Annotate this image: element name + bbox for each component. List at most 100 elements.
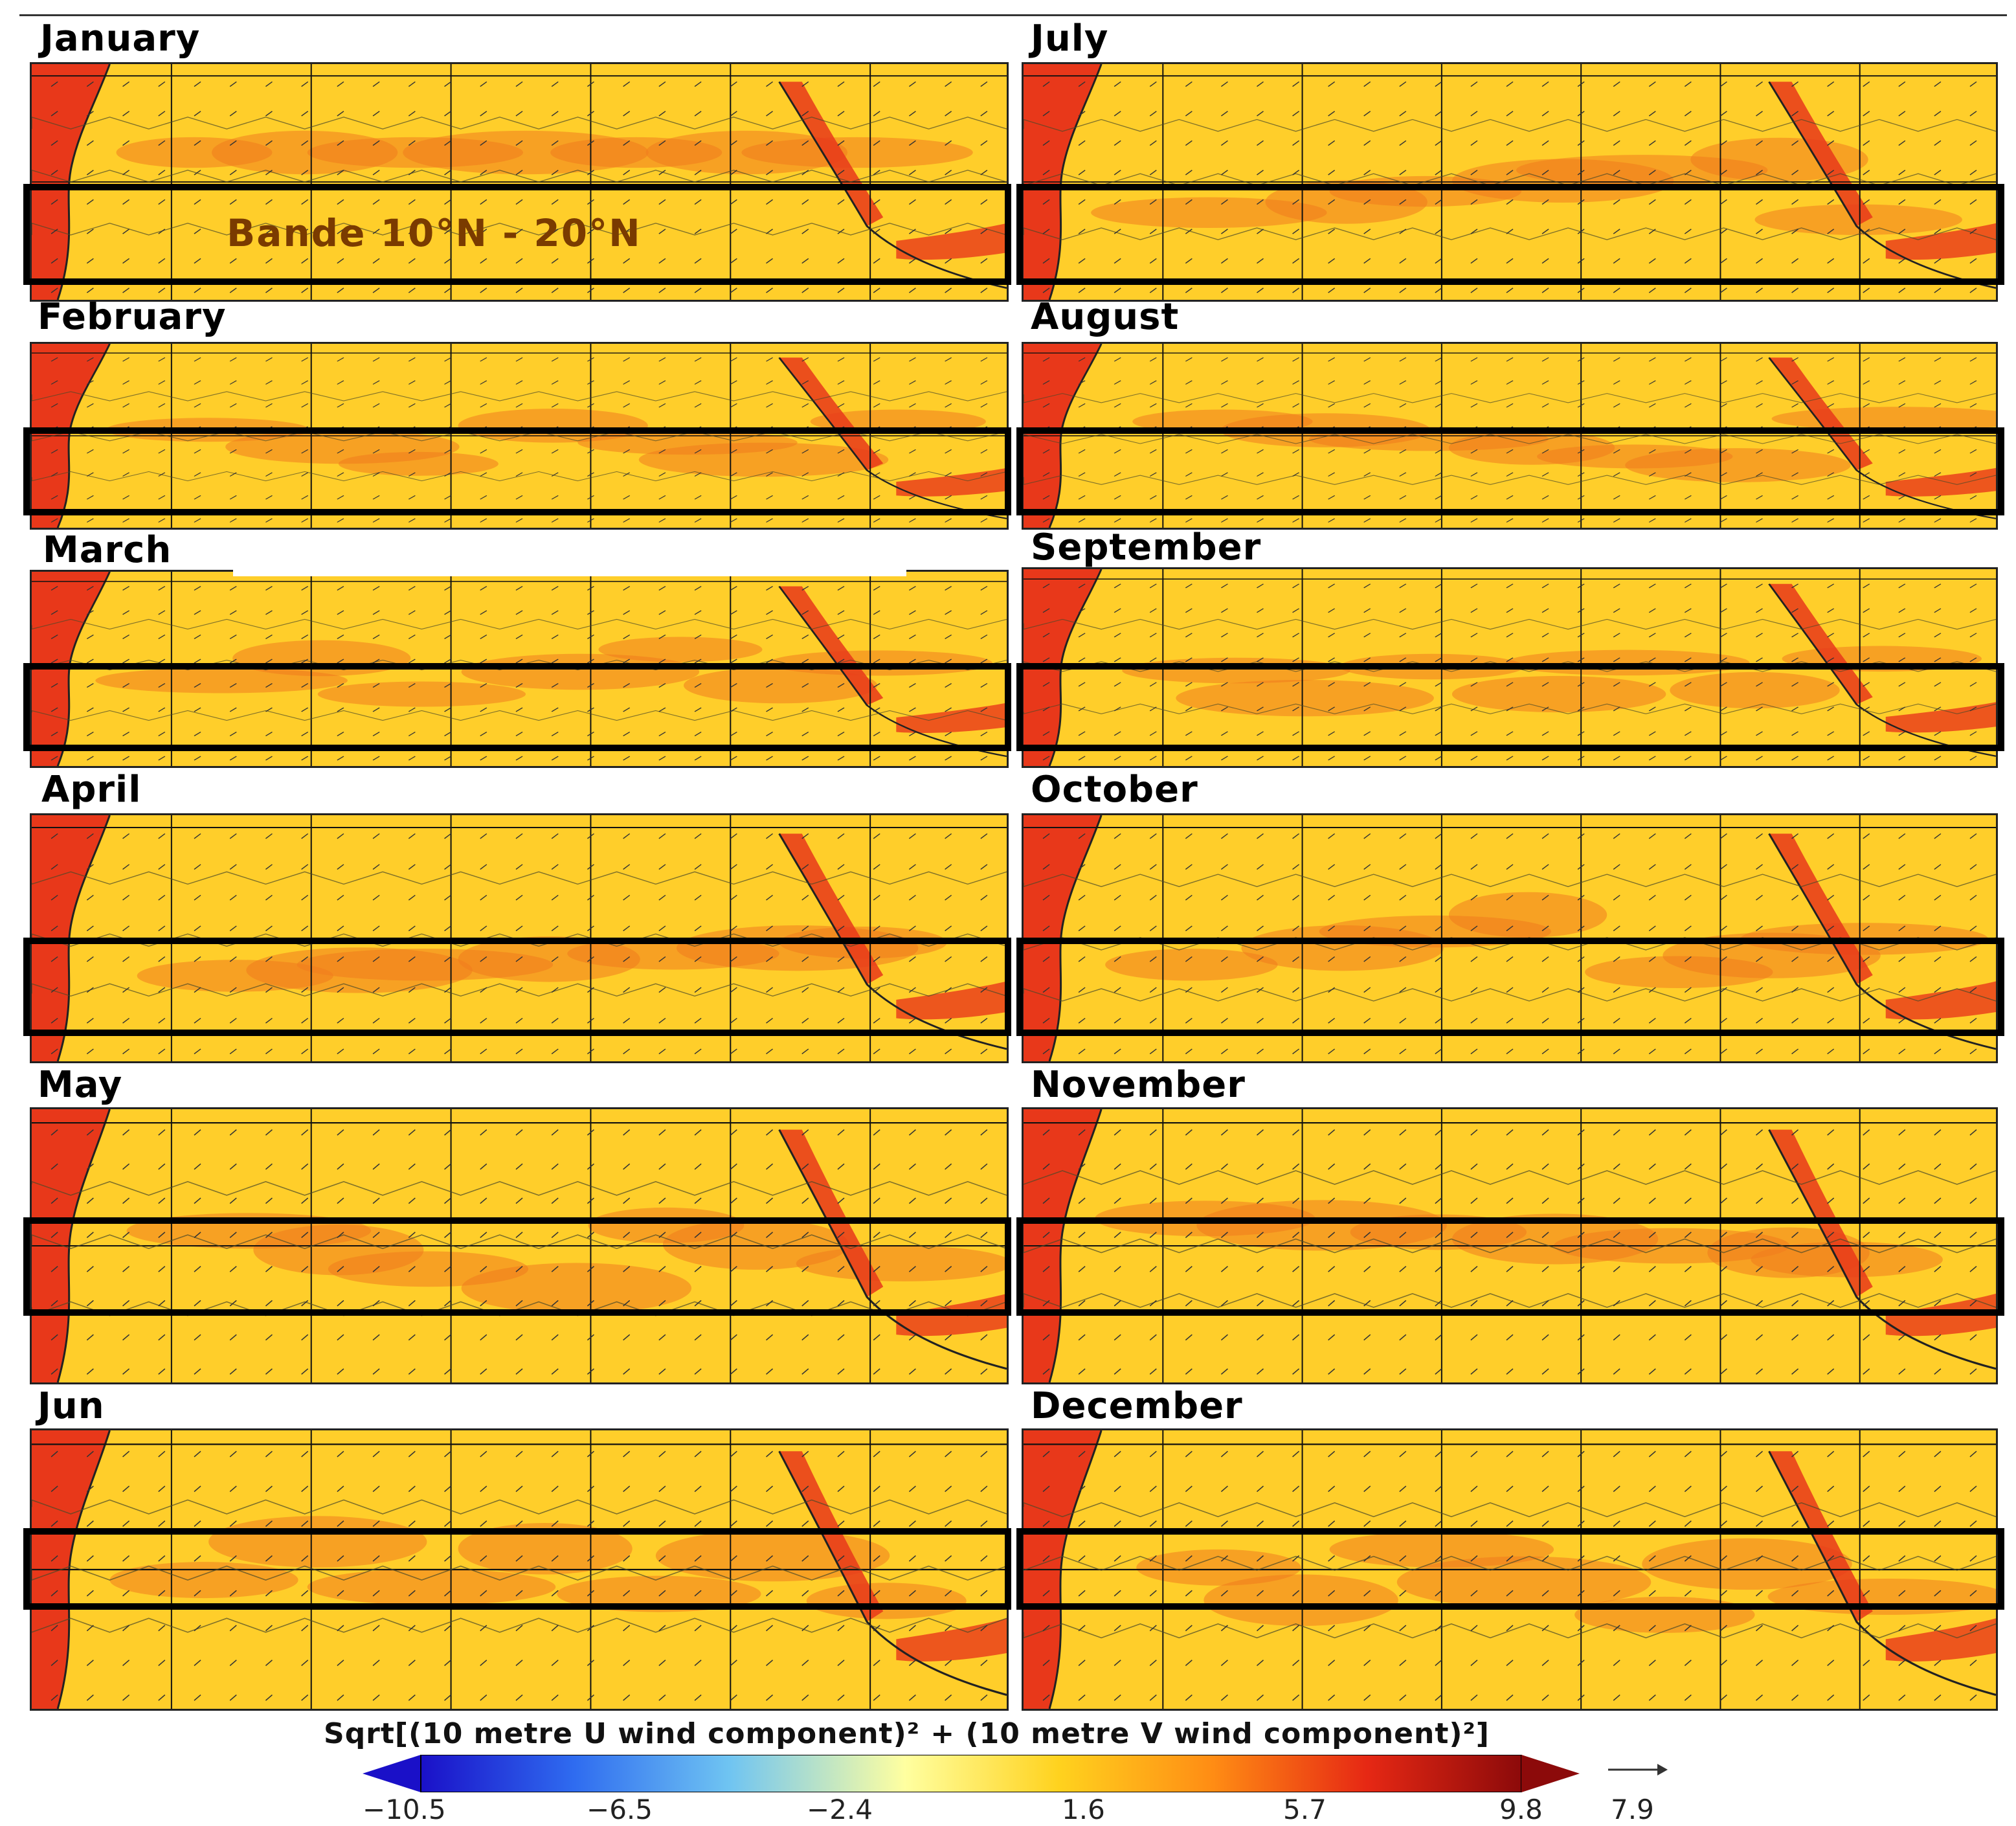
wind-vector: [1648, 170, 1656, 175]
wind-vector: [1470, 682, 1478, 687]
wind-vector: [1185, 583, 1193, 589]
wind-vector: [837, 586, 845, 591]
wind-vector: [1435, 1017, 1442, 1024]
wind-vector: [1541, 657, 1549, 662]
wind-vector: [1470, 756, 1478, 761]
wind-vector: [1969, 1300, 1977, 1307]
wind-vector: [122, 707, 130, 712]
wind-vector: [122, 1129, 130, 1136]
wind-vector: [408, 833, 416, 839]
wind-vector: [1648, 1368, 1656, 1375]
wind-vector: [122, 229, 130, 234]
wind-vector: [50, 1300, 58, 1307]
wind-vector: [337, 683, 344, 688]
wind-contour: [32, 431, 1007, 442]
wind-vector: [229, 707, 237, 712]
wind-vector: [1078, 287, 1086, 293]
wind-vector: [730, 140, 737, 146]
wind-vector: [1220, 1163, 1228, 1170]
high-wind-zone: [1642, 1538, 1852, 1590]
wind-vector: [694, 81, 702, 87]
wind-vector: [1114, 1485, 1121, 1493]
wind-vector: [1399, 1197, 1407, 1204]
wind-vector: [301, 1625, 309, 1632]
wind-vector: [766, 756, 774, 761]
wind-vector: [1827, 756, 1835, 761]
wind-vector: [515, 894, 523, 901]
wind-vector: [194, 956, 201, 962]
wind-vector: [551, 659, 559, 664]
wind-vector: [301, 659, 309, 664]
wind-vector: [1791, 1163, 1799, 1170]
wind-vector: [372, 229, 380, 234]
wind-vector: [1328, 1197, 1336, 1204]
wind-vector: [908, 199, 916, 205]
wind-vector: [158, 199, 166, 205]
wind-vector: [444, 864, 452, 870]
wind-vector: [1613, 1163, 1620, 1170]
wind-vector: [337, 1590, 344, 1597]
wind-vector: [801, 81, 809, 87]
wind-vector: [1969, 1129, 1977, 1136]
wind-vector: [908, 707, 916, 712]
wind-vector: [945, 756, 952, 761]
wind-vector: [122, 1625, 130, 1632]
wind-vector: [766, 864, 774, 870]
wind-vector: [658, 925, 666, 932]
wind-vector: [1363, 731, 1371, 736]
colorbar-max-extend: [1521, 1755, 1580, 1792]
wind-vector: [122, 1590, 130, 1597]
wind-vector: [1435, 1660, 1442, 1666]
wind-vector: [801, 864, 809, 870]
wind-vector: [551, 1266, 559, 1272]
wind-vector: [265, 81, 273, 87]
wind-vector: [1078, 608, 1086, 613]
wind-vector: [86, 449, 94, 454]
wind-vector: [623, 1450, 631, 1458]
wind-vector: [1292, 472, 1300, 477]
wind-vector: [694, 1129, 702, 1136]
wind-vector: [515, 1660, 523, 1666]
wind-vector: [1791, 833, 1799, 839]
wind-vector: [1220, 1129, 1228, 1136]
wind-vector: [1363, 987, 1371, 993]
wind-vector: [265, 987, 273, 993]
atlantic-ocean: [32, 815, 110, 1061]
wind-contour: [32, 618, 1007, 630]
wind-vector: [980, 449, 988, 454]
wind-vector: [801, 472, 809, 477]
wind-vector: [372, 864, 380, 870]
wind-vector: [1541, 140, 1549, 146]
wind-vector: [1292, 756, 1300, 761]
wind-vector: [1506, 1520, 1514, 1527]
wind-vector: [1756, 140, 1763, 146]
wind-vector: [1257, 357, 1264, 362]
wind-vector: [587, 518, 594, 523]
high-wind-zone: [1204, 1574, 1398, 1627]
wind-vector: [801, 925, 809, 932]
wind-vector: [945, 518, 952, 523]
wind-vector: [444, 1625, 452, 1632]
wind-vector: [1149, 1129, 1157, 1136]
wind-vector: [837, 449, 845, 454]
wind-vector: [1827, 449, 1835, 454]
wind-vector: [766, 258, 774, 264]
wind-vector: [1934, 608, 1942, 613]
wind-vector: [1435, 1368, 1442, 1375]
wind-vector: [229, 1197, 237, 1204]
wind-vector: [908, 357, 916, 362]
wind-vector: [1898, 1334, 1906, 1341]
wind-vector: [945, 1017, 952, 1024]
wind-vector: [1257, 1300, 1264, 1307]
wind-vector: [1577, 449, 1585, 454]
wind-vector: [86, 229, 94, 234]
wind-vector: [587, 140, 594, 146]
title-july: July: [1031, 17, 1109, 60]
wind-vector: [587, 1590, 594, 1597]
wind-vector: [1791, 1520, 1799, 1527]
wind-vector: [229, 864, 237, 870]
wind-vector: [444, 1694, 452, 1701]
wind-vector: [1719, 583, 1727, 589]
wind-vector: [515, 1485, 523, 1493]
wind-vector: [1577, 894, 1585, 901]
